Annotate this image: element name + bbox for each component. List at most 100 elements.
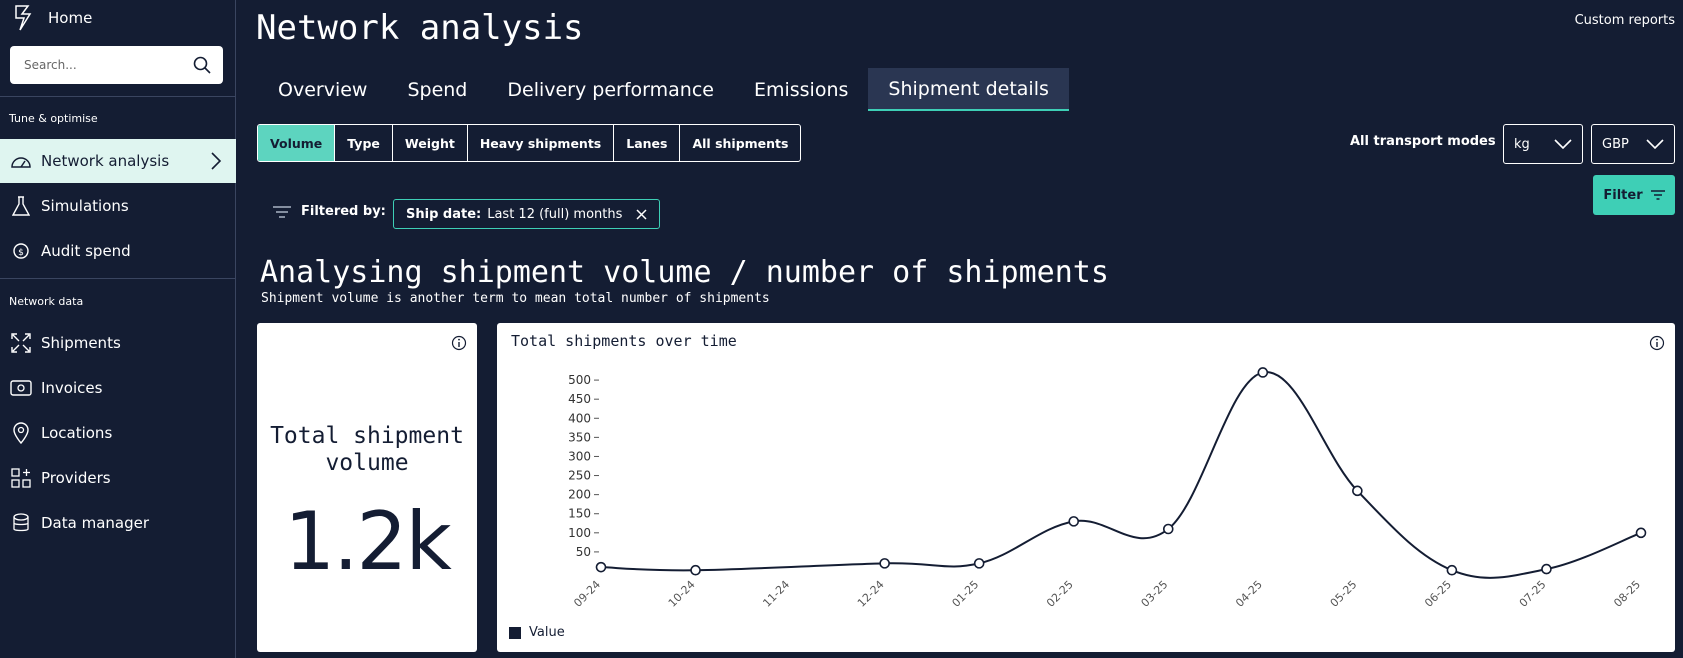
sidebar-item-label: Simulations xyxy=(41,197,129,215)
chevron-right-icon xyxy=(211,152,222,170)
data-point[interactable] xyxy=(1635,527,1647,539)
sidebar-item-providers[interactable]: Providers xyxy=(0,456,236,500)
home-label: Home xyxy=(48,9,93,27)
sidebar-item-network-analysis[interactable]: Network analysis xyxy=(0,139,236,183)
invoice-icon xyxy=(10,377,32,399)
x-tick-label: 01-25 xyxy=(950,578,982,610)
chevron-down-icon xyxy=(1646,139,1664,149)
sidebar-item-label: Audit spend xyxy=(41,242,131,260)
segment-type[interactable]: Type xyxy=(335,125,393,161)
y-tick-label: 400 xyxy=(568,411,591,425)
x-tick-label: 03-25 xyxy=(1139,578,1171,610)
search-input[interactable] xyxy=(24,58,174,72)
sidebar-item-label: Data manager xyxy=(41,514,150,532)
segment-control: Volume Type Weight Heavy shipments Lanes… xyxy=(257,124,802,162)
y-tick-label: 450 xyxy=(568,392,591,406)
section-label-tune: Tune & optimise xyxy=(9,112,98,125)
section-heading: Analysing shipment volume / number of sh… xyxy=(260,255,1109,290)
chart-legend: Value xyxy=(509,625,565,640)
filter-chip-ship-date[interactable]: Ship date: Last 12 (full) months xyxy=(393,199,661,229)
data-point[interactable] xyxy=(595,561,607,573)
x-tick-label: 05-25 xyxy=(1328,578,1360,610)
data-point[interactable] xyxy=(1352,485,1363,497)
tab-bar: Overview Spend Delivery performance Emis… xyxy=(258,68,1069,111)
close-icon[interactable] xyxy=(636,208,647,220)
sidebar-item-label: Invoices xyxy=(41,379,103,397)
y-tick-label: 300 xyxy=(568,449,591,463)
transport-modes-label: All transport modes xyxy=(1350,134,1496,149)
data-point[interactable] xyxy=(1257,367,1269,378)
y-tick-label: 100 xyxy=(568,526,591,540)
svg-text:$: $ xyxy=(18,248,24,258)
x-tick-label: 12-24 xyxy=(855,578,887,610)
legend-swatch xyxy=(509,626,521,639)
chevron-down-icon xyxy=(1554,139,1572,149)
section-label-network-data: Network data xyxy=(9,295,84,308)
unit-dropdown[interactable]: kg xyxy=(1503,124,1583,164)
sidebar: Home Tune & optimise Network analysis Si… xyxy=(0,0,236,658)
flask-icon xyxy=(10,195,32,217)
y-tick-label: 250 xyxy=(568,469,591,483)
series-line xyxy=(600,371,1642,579)
sidebar-item-label: Shipments xyxy=(41,334,121,352)
currency-dropdown[interactable]: GBP xyxy=(1591,124,1675,164)
tab-spend[interactable]: Spend xyxy=(407,78,468,101)
data-point[interactable] xyxy=(690,564,701,576)
data-point[interactable] xyxy=(1162,523,1174,535)
sidebar-item-simulations[interactable]: Simulations xyxy=(0,184,236,228)
home-link[interactable]: Home xyxy=(10,2,92,34)
gauge-icon xyxy=(10,150,32,172)
sidebar-item-label: Providers xyxy=(41,469,111,487)
data-point[interactable] xyxy=(973,558,985,569)
data-point[interactable] xyxy=(1541,563,1552,575)
sidebar-item-audit-spend[interactable]: $ Audit spend xyxy=(0,229,236,273)
unit-value: kg xyxy=(1514,136,1530,152)
segment-lanes[interactable]: Lanes xyxy=(614,125,681,161)
x-tick-label: 02-25 xyxy=(1044,578,1076,610)
tab-delivery-performance[interactable]: Delivery performance xyxy=(507,78,714,101)
segment-weight[interactable]: Weight xyxy=(393,125,468,161)
metric-title: Total shipment volume xyxy=(270,423,464,476)
x-tick-label: 07-25 xyxy=(1517,578,1549,610)
filtered-by-label: Filtered by: xyxy=(301,204,386,219)
tab-shipment-details[interactable]: Shipment details xyxy=(868,68,1069,111)
info-icon[interactable] xyxy=(451,335,467,351)
info-icon[interactable] xyxy=(1649,335,1665,351)
logo-icon xyxy=(15,5,32,31)
page-title: Network analysis xyxy=(256,8,584,48)
x-tick-label: 08-25 xyxy=(1611,578,1643,610)
x-tick-label: 11-24 xyxy=(760,578,792,610)
y-tick-label: 350 xyxy=(568,430,591,444)
chip-value: Last 12 (full) months xyxy=(487,206,623,222)
filter-button[interactable]: Filter xyxy=(1593,175,1675,215)
chart-title: Total shipments over time xyxy=(511,332,737,350)
y-tick-label: 50 xyxy=(576,545,591,559)
segment-heavy-shipments[interactable]: Heavy shipments xyxy=(468,125,615,161)
tab-overview[interactable]: Overview xyxy=(278,78,368,101)
segment-all-shipments[interactable]: All shipments xyxy=(692,135,789,151)
sidebar-item-locations[interactable]: Locations xyxy=(0,411,236,455)
section-subheading: Shipment volume is another term to mean … xyxy=(261,291,770,306)
x-tick-label: 10-24 xyxy=(666,578,698,610)
filtered-by: Filtered by: xyxy=(273,204,386,219)
data-point[interactable] xyxy=(879,558,890,569)
sidebar-item-invoices[interactable]: Invoices xyxy=(0,366,236,410)
x-tick-label: 09-24 xyxy=(571,578,603,610)
segment-volume[interactable]: Volume xyxy=(258,125,336,161)
search-box xyxy=(10,46,223,84)
x-tick-label: 04-25 xyxy=(1233,578,1265,610)
custom-reports-link[interactable]: Custom reports xyxy=(1574,13,1675,28)
x-tick-label: 06-25 xyxy=(1422,578,1454,610)
sidebar-item-shipments[interactable]: Shipments xyxy=(0,321,236,365)
data-point[interactable] xyxy=(1446,564,1458,576)
filter-lines-icon xyxy=(273,205,291,218)
sidebar-item-data-manager[interactable]: Data manager xyxy=(0,501,236,545)
providers-icon xyxy=(10,467,32,489)
search-icon[interactable] xyxy=(193,56,211,74)
divider xyxy=(0,96,236,97)
tab-emissions[interactable]: Emissions xyxy=(753,78,849,101)
divider xyxy=(0,278,236,279)
data-point[interactable] xyxy=(1068,516,1080,527)
y-tick-label: 200 xyxy=(568,488,591,502)
filter-button-label: Filter xyxy=(1603,187,1643,203)
